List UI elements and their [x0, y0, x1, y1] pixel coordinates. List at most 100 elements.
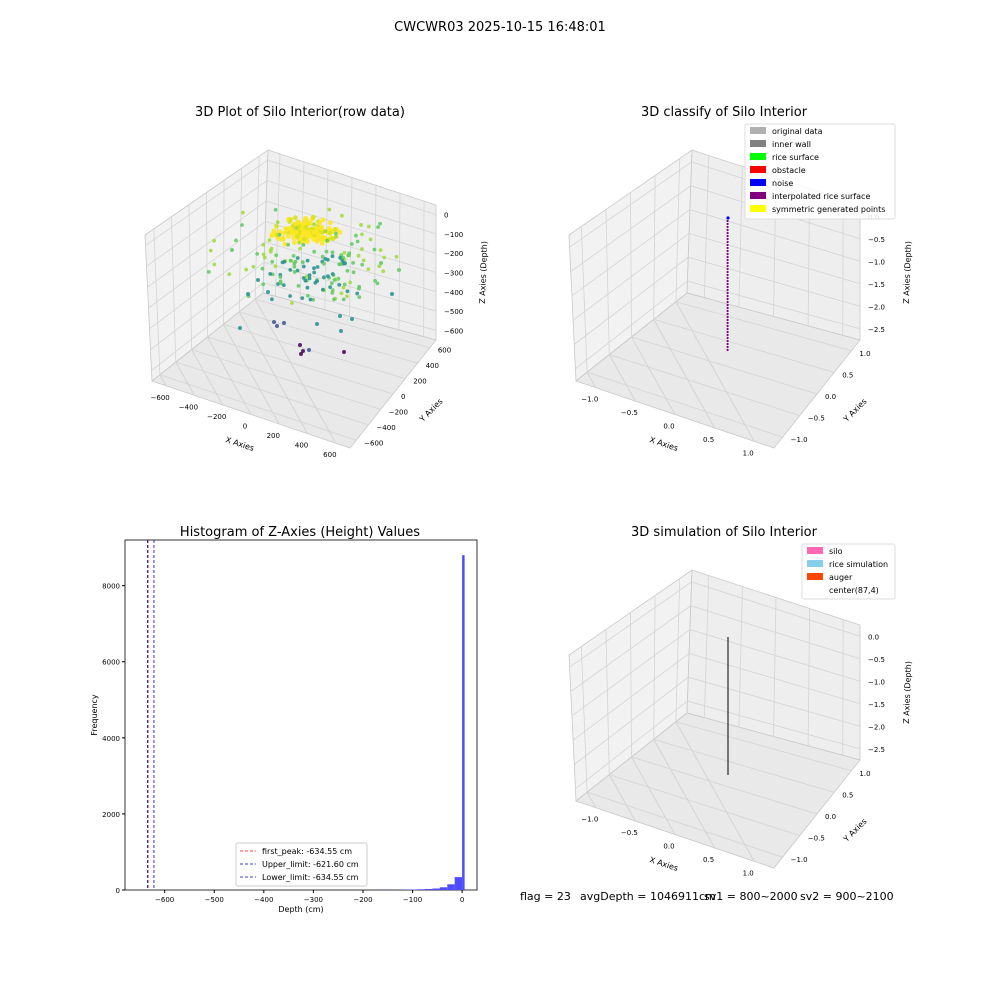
p4-grid-x-wall: [675, 578, 681, 722]
p2-legend: original data inner wall rice surface obsta…: [744, 123, 896, 220]
scatter-point: [341, 285, 346, 290]
scatter-point: [314, 239, 320, 244]
scatter-point: [278, 281, 283, 286]
scatter-point: [379, 261, 383, 265]
panel2-3d-classify: −1.0−0.50.00.51.0−1.0−0.50.00.51.00.0−0.…: [568, 123, 913, 457]
scatter-point: [341, 255, 345, 260]
scatter-point: [240, 223, 244, 227]
scatter-point: [307, 276, 312, 281]
p4-grid-x: [653, 739, 716, 849]
p1-grid-y: [223, 324, 406, 379]
classified-point: [726, 318, 729, 322]
scatter-point: [327, 207, 332, 212]
p1-ztick-label: −200: [444, 250, 463, 258]
p1-xtick-label: −600: [151, 394, 170, 402]
p3-ylabel: Frequency: [90, 694, 99, 736]
p1-floor-pane: [151, 292, 437, 449]
p4-grid-z: [572, 652, 861, 741]
p2-xtick-label: 1.0: [743, 449, 754, 457]
scatter-point: [375, 281, 380, 286]
p1-grid-z: [148, 221, 437, 309]
scatter-point: [271, 228, 277, 234]
scatter-point: [244, 267, 249, 272]
p3-xtick-label: 0: [460, 896, 464, 904]
scatter-point: [345, 268, 350, 273]
p2-xlabel: X Axies: [648, 435, 679, 453]
p4-xtick-label: 1.0: [743, 869, 754, 877]
scatter-point: [350, 317, 354, 321]
scatter-point: [304, 218, 310, 224]
scatter-point: [272, 320, 276, 324]
legend-label: first_peak: -634.55 cm: [262, 847, 352, 856]
scatter-point: [320, 254, 325, 259]
p2-ztick-label: −0.5: [868, 236, 885, 244]
p4-floor-pane: [575, 712, 861, 869]
p4-ytick-label: 0.5: [842, 791, 853, 799]
p4-legend: silo rice simulation auger center(87,4): [801, 543, 896, 600]
scatter-point: [307, 348, 311, 352]
scatter-point: [275, 324, 279, 328]
panel3-histogram: −600 −500 −400 −300 −200 −100 0 0 2000 4000 6000 80…: [90, 539, 478, 914]
legend-swatch: [750, 192, 766, 199]
p2-xtick-label: −0.5: [621, 409, 638, 417]
scatter-point: [282, 241, 288, 247]
scatter-point: [311, 214, 316, 220]
scatter-point: [378, 221, 382, 226]
scatter-point: [327, 220, 333, 226]
scatter-point: [334, 231, 338, 236]
classified-point: [726, 300, 729, 304]
p3-ytick-label: 6000: [102, 659, 120, 667]
p1-ytick-label: 0: [401, 393, 405, 401]
scatter-point: [330, 272, 335, 276]
p2-zlabel: Z Axies (Depth): [902, 241, 913, 304]
p4-xtick-label: 0.5: [703, 856, 714, 864]
legend-label: rice surface: [772, 153, 819, 162]
scatter-point: [308, 233, 313, 239]
scatter-point: [292, 264, 297, 269]
classified-point: [726, 324, 729, 328]
legend-swatch: [750, 166, 766, 173]
scatter-point: [311, 229, 317, 235]
p2-floor-pane: [575, 292, 861, 449]
scatter-point: [308, 297, 313, 302]
scatter-point: [360, 247, 364, 252]
scatter-point: [338, 255, 343, 260]
scatter-point: [286, 242, 290, 247]
scatter-point: [255, 252, 260, 256]
scatter-point: [293, 221, 299, 227]
p1-grid-z: [147, 200, 437, 288]
scatter-point: [270, 232, 275, 238]
scatter-point: [288, 294, 292, 298]
p4-grid-y: [609, 774, 800, 836]
classified-point: [726, 339, 729, 343]
p2-grid-x-wall: [580, 226, 588, 373]
legend-label: Upper_limit: -621.60 cm: [262, 860, 359, 869]
scatter-point: [301, 349, 305, 353]
legend-label: symmetric generated points: [772, 205, 885, 214]
scatter-point: [292, 215, 298, 221]
scatter-point: [315, 265, 320, 269]
scatter-point: [292, 240, 297, 245]
scatter-point: [230, 248, 234, 252]
scatter-point: [367, 224, 371, 229]
scatter-point: [339, 291, 344, 296]
scatter-point: [269, 246, 274, 251]
scatter-point: [288, 217, 293, 223]
histogram-bar: [432, 888, 440, 890]
p1-xtick-label: 200: [267, 432, 280, 440]
legend-swatch: [807, 573, 823, 580]
panel4-3d-simulation: −1.0 −0.5 0.0 0.5 1.0 −1.0 −0.5 0.0 0.5 1.0 0.0 −0.…: [568, 543, 913, 877]
legend-label: silo: [829, 547, 843, 556]
p1-grid-x: [159, 374, 167, 387]
p4-grid-y-wall: [807, 608, 810, 746]
p1-grid-x: [222, 324, 280, 425]
scatter-point: [394, 254, 399, 259]
scatter-point: [325, 257, 330, 262]
classified-point: [726, 306, 729, 310]
p2-grid-x-wall: [630, 192, 632, 338]
scatter-point: [373, 278, 377, 283]
scatter-point: [341, 297, 346, 302]
classified-point: [726, 237, 729, 241]
scatter-point: [273, 208, 278, 212]
scatter-point: [304, 274, 309, 279]
